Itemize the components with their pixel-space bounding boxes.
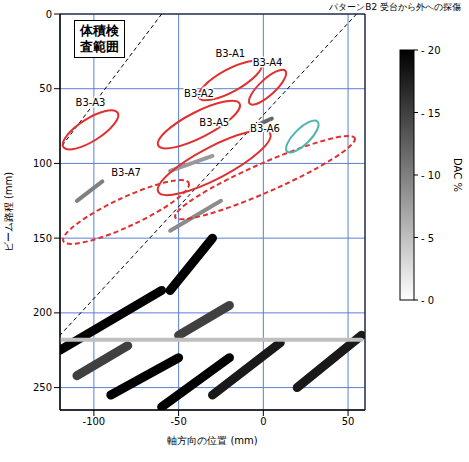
html-text:査範囲: 査範囲 (80, 39, 119, 54)
svg-text:B3-A1: B3-A1 (215, 48, 245, 59)
svg-text:-50: -50 (170, 416, 186, 427)
html-text:パターンB2 受台から外への探傷: パターンB2 受台から外への探傷 (329, 2, 461, 12)
svg-text:DAC %: DAC % (452, 158, 463, 192)
svg-text:- 15: - 15 (421, 108, 441, 119)
svg-text:50: 50 (39, 83, 52, 94)
svg-text:- 10: - 10 (421, 170, 441, 181)
svg-text:- 5: - 5 (421, 233, 434, 244)
svg-text:B3-A6: B3-A6 (250, 123, 280, 134)
svg-text:100: 100 (33, 158, 52, 169)
svg-text:250: 250 (33, 382, 52, 393)
svg-text:50: 50 (342, 416, 355, 427)
svg-text:軸方向の位置 (mm): 軸方向の位置 (mm) (167, 435, 258, 446)
html-text:体積検: 体積検 (80, 23, 119, 38)
svg-text:0: 0 (46, 9, 52, 20)
svg-text:150: 150 (33, 233, 52, 244)
svg-text:200: 200 (33, 307, 52, 318)
svg-text:B3-A4: B3-A4 (253, 57, 283, 68)
svg-text:B3-A3: B3-A3 (76, 97, 106, 108)
svg-text:ビーム路程 (mm): ビーム路程 (mm) (3, 172, 14, 253)
svg-text:-100: -100 (83, 416, 106, 427)
svg-text:B3-A5: B3-A5 (199, 117, 229, 128)
svg-text:- 20: - 20 (421, 45, 441, 56)
svg-text:- 0: - 0 (421, 295, 434, 306)
svg-text:B3-A7: B3-A7 (111, 167, 141, 178)
svg-text:B3-A2: B3-A2 (184, 88, 214, 99)
svg-text:0: 0 (260, 416, 266, 427)
